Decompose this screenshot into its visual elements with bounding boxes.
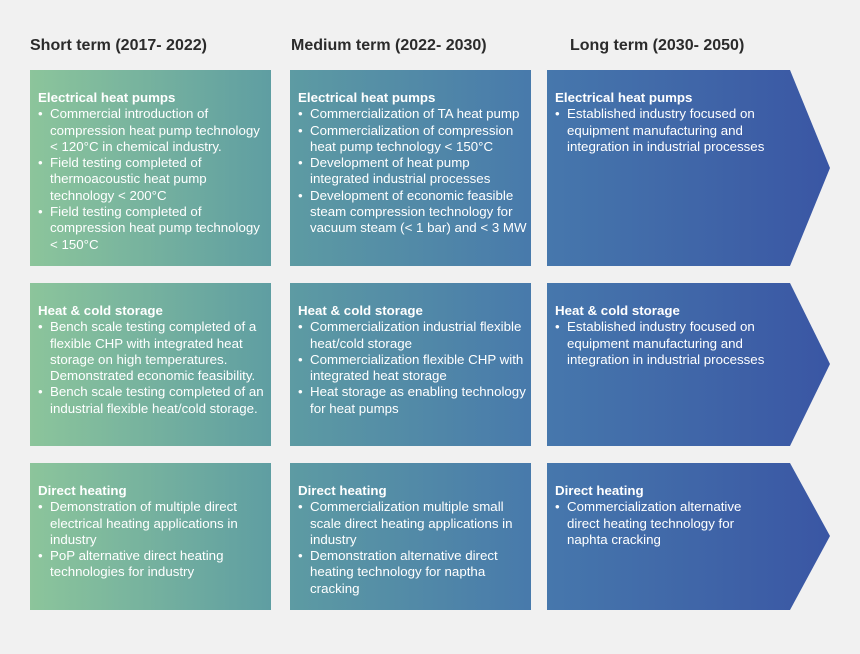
bullet-item: Established industry focused on equipmen… [555, 106, 770, 155]
bullet-item: Commercialization of TA heat pump [298, 106, 530, 123]
bullet-list: Commercialization of TA heat pumpCommerc… [298, 106, 530, 236]
cell: Direct heatingCommercialization alternat… [555, 483, 770, 548]
bullet-item: Commercialization multiple small scale d… [298, 499, 530, 548]
bullet-list: Demonstration of multiple direct electri… [38, 499, 270, 580]
cell: Heat & cold storageCommercialization ind… [298, 303, 530, 417]
bullet-item: Heat storage as enabling technology for … [298, 384, 530, 417]
bullet-item: Commercialization alternative direct hea… [555, 499, 770, 548]
bullet-item: Demonstration of multiple direct electri… [38, 499, 270, 548]
bullet-item: Field testing completed of compression h… [38, 204, 270, 253]
cell: Direct heatingCommercialization multiple… [298, 483, 530, 597]
bullet-item: Demonstration alternative direct heating… [298, 548, 530, 597]
cell: Direct heatingDemonstration of multiple … [38, 483, 270, 581]
bullet-list: Established industry focused on equipmen… [555, 319, 770, 368]
bullet-list: Commercialization alternative direct hea… [555, 499, 770, 548]
bullet-item: Development of economic feasible steam c… [298, 188, 530, 237]
bullet-list: Established industry focused on equipmen… [555, 106, 770, 155]
cell-title: Direct heating [298, 483, 387, 498]
bullet-item: Established industry focused on equipmen… [555, 319, 770, 368]
bullet-item: Development of heat pump integrated indu… [298, 155, 530, 188]
cell-title: Heat & cold storage [555, 303, 680, 318]
bullet-list: Bench scale testing completed of a flexi… [38, 319, 270, 417]
cell: Electrical heat pumpsCommercial introduc… [38, 90, 270, 253]
bullet-item: Bench scale testing completed of a flexi… [38, 319, 270, 384]
cell-title: Direct heating [555, 483, 644, 498]
column-header: Short term (2017- 2022) [30, 37, 207, 54]
bullet-list: Commercialization industrial flexible he… [298, 319, 530, 417]
bullet-item: PoP alternative direct heating technolog… [38, 548, 270, 581]
column-header: Medium term (2022- 2030) [291, 37, 487, 54]
cell: Electrical heat pumpsEstablished industr… [555, 90, 770, 155]
bullet-item: Field testing completed of thermoacousti… [38, 155, 270, 204]
bullet-item: Bench scale testing completed of an indu… [38, 384, 270, 417]
cell-title: Electrical heat pumps [555, 90, 693, 105]
bullet-list: Commercial introduction of compression h… [38, 106, 270, 253]
cell-title: Heat & cold storage [38, 303, 163, 318]
cell: Heat & cold storageBench scale testing c… [38, 303, 270, 417]
bullet-item: Commercial introduction of compression h… [38, 106, 270, 155]
cell: Electrical heat pumpsCommercialization o… [298, 90, 530, 237]
cell: Heat & cold storageEstablished industry … [555, 303, 770, 368]
cell-title: Heat & cold storage [298, 303, 423, 318]
cell-title: Electrical heat pumps [38, 90, 176, 105]
bullet-list: Commercialization multiple small scale d… [298, 499, 530, 597]
bullet-item: Commercialization industrial flexible he… [298, 319, 530, 352]
column-header: Long term (2030- 2050) [570, 37, 745, 54]
bullet-item: Commercialization of compression heat pu… [298, 123, 530, 156]
cell-title: Direct heating [38, 483, 127, 498]
bullet-item: Commercialization flexible CHP with inte… [298, 352, 530, 385]
cell-title: Electrical heat pumps [298, 90, 436, 105]
